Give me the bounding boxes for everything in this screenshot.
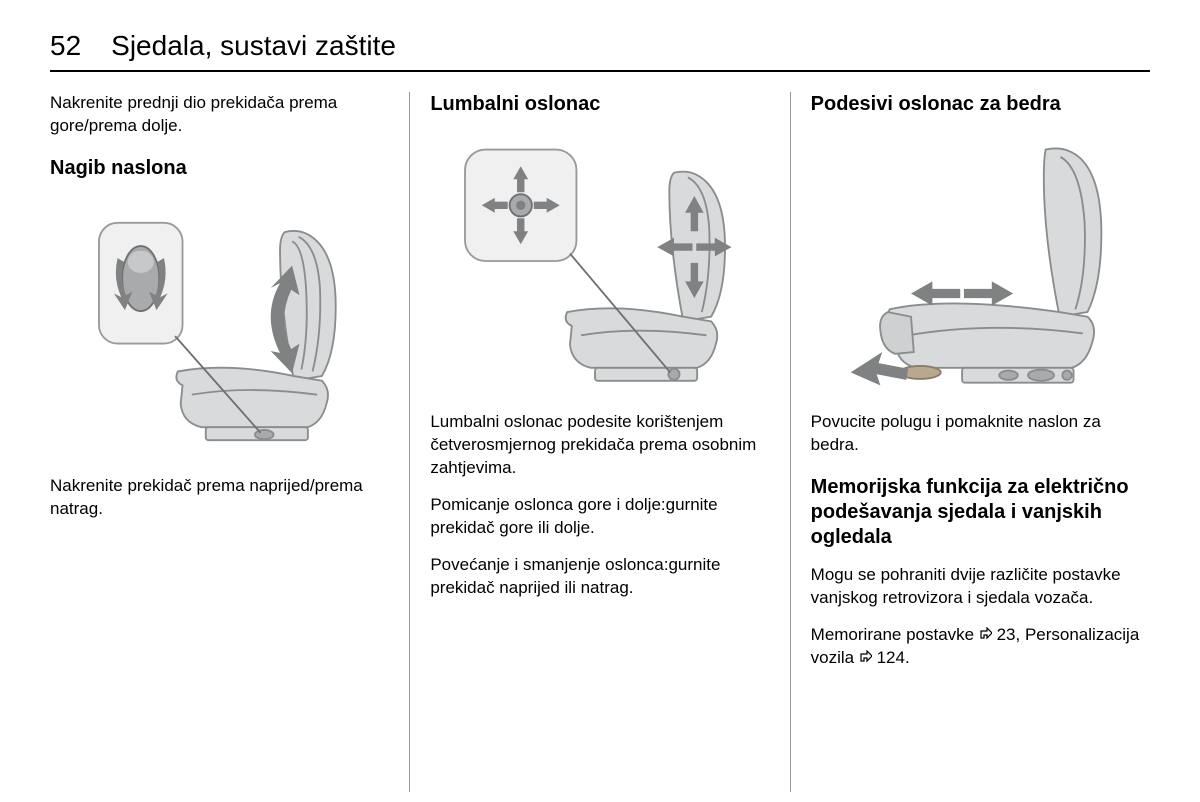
ref-end: . <box>905 648 910 667</box>
page-title: Sjedala, sustavi zaštite <box>111 30 396 62</box>
ref-arrow-icon <box>979 625 992 645</box>
ref-arrow-icon <box>859 648 872 668</box>
page-header: 52 Sjedala, sustavi zaštite <box>50 30 1150 72</box>
caption-nagib: Nakrenite prekidač prema naprijed/prema … <box>50 475 389 521</box>
lumbar-p3: Povećanje i smanjenje oslonca:gurnite pr… <box>430 554 769 600</box>
ref1-pre: Memorirane postavke <box>811 625 979 644</box>
column-2: Lumbalni oslonac <box>409 92 789 792</box>
page-number: 52 <box>50 30 81 62</box>
column-1: Nakrenite prednji dio prekidača prema go… <box>50 92 409 792</box>
ref1-num: 23 <box>997 625 1016 644</box>
lumbar-p2: Pomicanje oslonca gore i dolje:gurnite p… <box>430 494 769 540</box>
thigh-caption: Povucite polugu i pomaknite naslon za be… <box>811 411 1150 457</box>
figure-thigh <box>811 131 1150 391</box>
memory-p1: Mogu se pohraniti dvije različite postav… <box>811 564 1150 610</box>
intro-text: Nakrenite prednji dio prekidača prema go… <box>50 92 389 138</box>
figure-lumbar <box>430 131 769 391</box>
heading-nagib: Nagib naslona <box>50 156 389 181</box>
figure-nagib <box>50 195 389 455</box>
heading-thigh: Podesivi oslonac za bedra <box>811 92 1150 117</box>
heading-lumbar: Lumbalni oslonac <box>430 92 769 117</box>
lumbar-p1: Lumbalni oslonac podesite korištenjem če… <box>430 411 769 480</box>
column-3: Podesivi oslonac za bedra <box>790 92 1150 792</box>
heading-memory: Memorijska funkcija za električno podeša… <box>811 475 1150 550</box>
memory-refs: Memorirane postavke 23, Personalizacija … <box>811 624 1150 670</box>
ref2-num: 124 <box>877 648 905 667</box>
content-columns: Nakrenite prednji dio prekidača prema go… <box>50 92 1150 792</box>
